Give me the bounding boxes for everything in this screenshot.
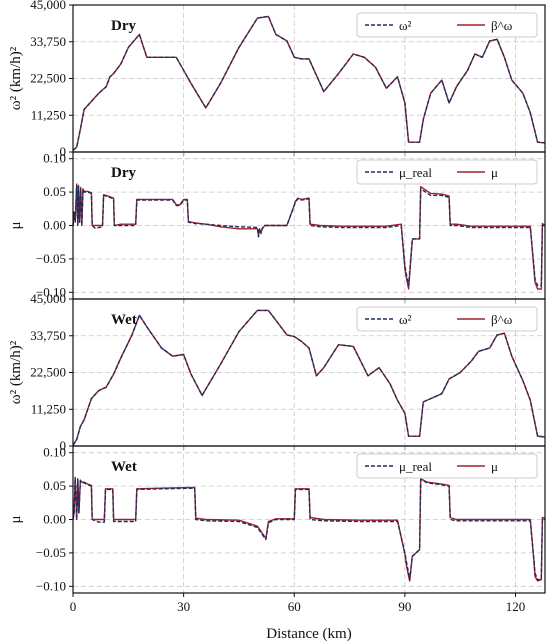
panel-title: Wet [111,312,137,328]
legend-label: μ [491,459,498,474]
y-tick-label: 22,500 [30,365,66,380]
series-line [72,15,546,151]
y-tick-label: 45,000 [30,0,66,12]
y-tick-label: 33,750 [30,328,66,343]
y-tick-label: 0.00 [43,512,66,527]
legend: ω² β^ω [356,306,538,332]
y-tick-label: 0.10 [43,151,66,166]
panel-1: 0 11,250 22,500 33,750 45,000 Dry ω² (km/h)² ω²… [8,0,546,159]
y-tick-label: 0.10 [43,445,66,460]
y-tick-label: 11,250 [31,401,66,416]
x-tick-label: 60 [288,599,301,614]
y-tick-label: −0.10 [36,284,66,299]
y-axis-label: ω² (km/h)² [8,340,24,404]
y-tick-label: 11,250 [31,107,66,122]
y-tick-label: 33,750 [30,34,66,49]
panel-title: Wet [111,459,137,475]
legend-label: ω² [399,312,412,327]
y-tick-label: 22,500 [30,71,66,86]
y-axis-label: μ [8,221,24,229]
panel-2: −0.10 −0.05 0.00 0.05 0.10 Dry μ μ_real μ [8,151,546,303]
legend: μ_real μ [356,453,538,479]
x-tick-label: 90 [398,599,411,614]
y-axis-label: μ [8,515,24,523]
y-tick-label: 0.00 [43,218,66,233]
panel-3: 0 11,250 22,500 33,750 45,000 Wet ω² (km/h)² ω²… [8,291,546,453]
y-tick-label: −0.10 [36,578,66,593]
y-tick-label: 45,000 [30,291,66,306]
legend-label: μ_real [399,459,432,474]
legend-box [356,306,538,332]
series-line [72,477,545,581]
legend: μ_real μ [356,159,538,185]
x-tick-label: 120 [506,599,526,614]
plot-frame [72,445,546,594]
y-tick-label: 0 [60,438,67,453]
x-tick-label: 0 [70,599,77,614]
y-axis-label: ω² (km/h)² [8,46,24,110]
y-tick-label: 0.05 [43,478,66,493]
y-tick-label: −0.05 [36,251,66,266]
series-line [72,184,545,287]
legend-box [356,12,538,38]
legend-label: μ_real [399,165,432,180]
panel-title: Dry [111,165,136,181]
legend-label: β^ω [491,18,513,33]
legend-box [356,453,538,479]
x-tick-label: 30 [177,599,190,614]
panel-title: Dry [111,18,136,34]
y-tick-label: 0.05 [43,184,66,199]
legend-label: μ [491,165,498,180]
y-tick-label: 0 [60,144,67,159]
series-line [72,309,546,446]
y-tick-label: −0.05 [36,545,66,560]
panel-4: −0.10 −0.05 0.00 0.05 0.10 Wet μ μ_real μ [8,445,546,597]
legend-box [356,159,538,185]
legend-label: ω² [399,18,412,33]
legend-label: β^ω [491,312,513,327]
legend: ω² β^ω [356,12,538,38]
x-axis-label: Distance (km) [266,626,351,642]
